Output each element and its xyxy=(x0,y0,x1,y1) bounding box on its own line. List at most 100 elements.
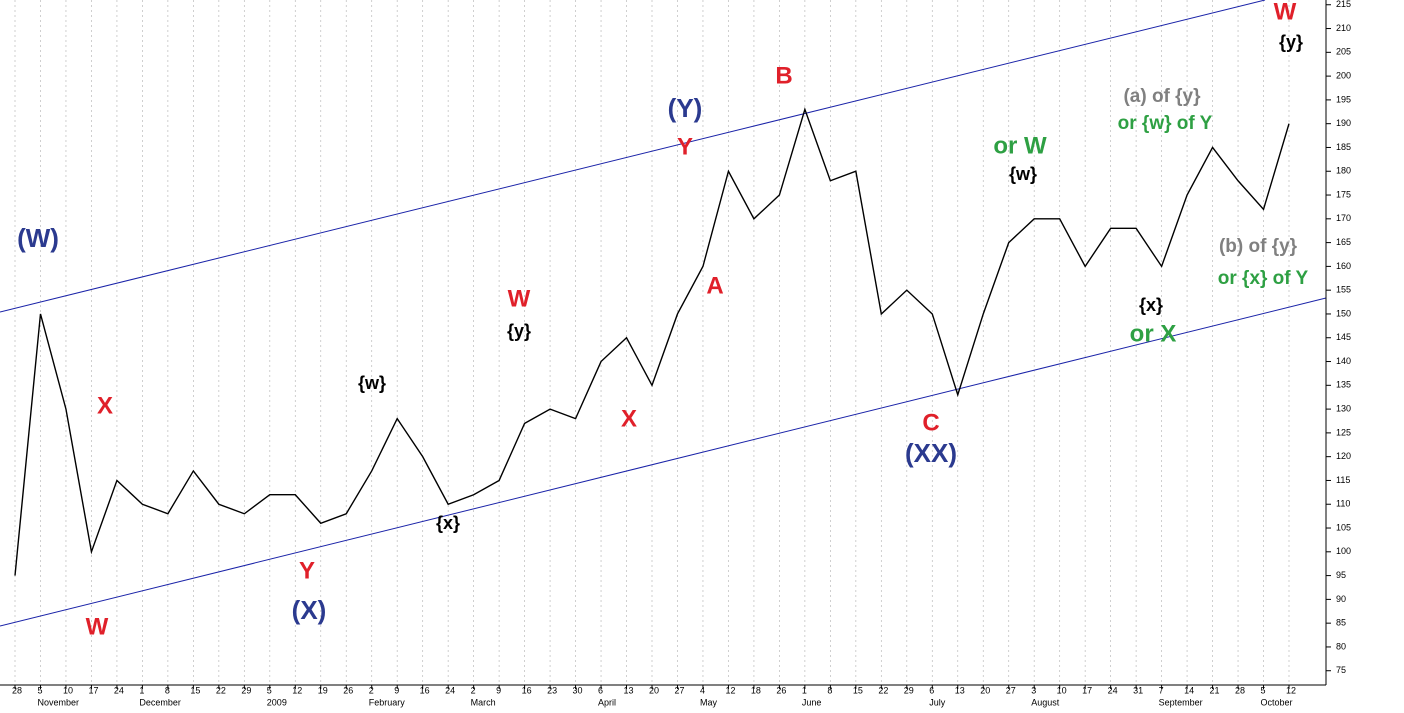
y-tick-label: 155 xyxy=(1336,285,1351,295)
x-tick-label: 1 xyxy=(802,685,807,695)
wave-label: Y xyxy=(677,133,693,160)
x-tick-label: 6 xyxy=(598,685,603,695)
x-tick-label: 13 xyxy=(955,685,965,695)
wave-label: X xyxy=(621,405,637,432)
x-tick-label: 12 xyxy=(725,685,735,695)
y-tick-label: 185 xyxy=(1336,142,1351,152)
x-tick-label: 2 xyxy=(471,685,476,695)
x-tick-label: 31 xyxy=(1133,685,1143,695)
x-tick-label: 24 xyxy=(445,685,455,695)
x-tick-label: 29 xyxy=(241,685,251,695)
wave-label: {w} xyxy=(1009,164,1037,184)
x-tick-label: 17 xyxy=(1082,685,1092,695)
price-line xyxy=(14,107,1290,576)
wave-label: (W) xyxy=(17,223,59,253)
wave-label: or W xyxy=(993,132,1047,159)
x-tick-label: 20 xyxy=(649,685,659,695)
y-tick-label: 205 xyxy=(1336,47,1351,57)
x-tick-label: 26 xyxy=(776,685,786,695)
wave-label: (XX) xyxy=(905,438,957,468)
y-tick-label: 80 xyxy=(1336,641,1346,651)
wave-label: W xyxy=(508,285,531,312)
x-tick-label: 17 xyxy=(88,685,98,695)
y-tick-label: 150 xyxy=(1336,308,1351,318)
wave-label: W xyxy=(86,613,109,640)
x-tick-label: 10 xyxy=(1057,685,1067,695)
month-label: 2009 xyxy=(267,697,287,707)
y-tick-label: 110 xyxy=(1336,499,1350,509)
month-label: June xyxy=(802,697,822,707)
x-tick-label: 19 xyxy=(318,685,328,695)
x-tick-label: 6 xyxy=(929,685,934,695)
x-tick-label: 7 xyxy=(1159,685,1164,695)
month-label: August xyxy=(1031,697,1060,707)
y-tick-label: 165 xyxy=(1336,237,1351,247)
x-tick-label: 12 xyxy=(1286,685,1296,695)
x-tick-label: 16 xyxy=(522,685,532,695)
x-tick-label: 8 xyxy=(827,685,832,695)
x-tick-label: 12 xyxy=(292,685,302,695)
wave-label: or {x} of Y xyxy=(1218,268,1309,289)
x-tick-label: 27 xyxy=(674,685,684,695)
month-label: July xyxy=(929,697,946,707)
month-label: November xyxy=(37,697,79,707)
wave-label: (b) of {y} xyxy=(1219,236,1298,257)
wave-label: B xyxy=(775,62,792,89)
wave-label: {x} xyxy=(1139,295,1163,315)
x-tick-label: 1 xyxy=(139,685,144,695)
wave-label: {y} xyxy=(507,321,531,341)
x-tick-label: 10 xyxy=(63,685,73,695)
y-tick-label: 170 xyxy=(1336,213,1351,223)
x-tick-label: 26 xyxy=(343,685,353,695)
x-tick-label: 9 xyxy=(394,685,399,695)
lower-channel xyxy=(0,297,1327,627)
y-tick-label: 85 xyxy=(1336,618,1346,628)
y-tick-label: 160 xyxy=(1336,261,1351,271)
y-tick-label: 75 xyxy=(1336,665,1346,675)
wave-label: A xyxy=(706,272,723,299)
x-tick-label: 3 xyxy=(1031,685,1036,695)
month-label: April xyxy=(598,697,616,707)
month-label: December xyxy=(139,697,181,707)
y-tick-label: 190 xyxy=(1336,118,1351,128)
wave-label: (Y) xyxy=(668,93,703,123)
wave-label: W xyxy=(1274,0,1297,25)
x-tick-label: 2 xyxy=(369,685,374,695)
x-tick-label: 23 xyxy=(547,685,557,695)
month-label: September xyxy=(1159,697,1203,707)
y-tick-label: 215 xyxy=(1336,0,1351,9)
x-tick-label: 4 xyxy=(700,685,705,695)
y-tick-label: 120 xyxy=(1336,451,1351,461)
y-tick-label: 130 xyxy=(1336,403,1351,413)
y-tick-label: 100 xyxy=(1336,546,1351,556)
x-tick-label: 22 xyxy=(878,685,888,695)
wave-label: or {w} of Y xyxy=(1118,113,1213,134)
x-tick-label: 5 xyxy=(1261,685,1266,695)
month-label: February xyxy=(369,697,406,707)
y-tick-label: 180 xyxy=(1336,166,1351,176)
y-tick-label: 175 xyxy=(1336,189,1351,199)
wave-label: C xyxy=(922,409,939,436)
x-tick-label: 29 xyxy=(904,685,914,695)
wave-label: X xyxy=(97,392,113,419)
x-tick-label: 5 xyxy=(267,685,272,695)
month-label: March xyxy=(471,697,496,707)
wave-label: or X xyxy=(1130,320,1177,347)
y-tick-label: 135 xyxy=(1336,380,1351,390)
month-label: October xyxy=(1261,697,1293,707)
x-tick-label: 5 xyxy=(37,685,42,695)
x-tick-label: 28 xyxy=(1235,685,1245,695)
x-tick-label: 28 xyxy=(12,685,22,695)
upper-channel xyxy=(0,0,1266,313)
wave-label: {x} xyxy=(436,513,460,533)
y-tick-label: 105 xyxy=(1336,522,1351,532)
x-tick-label: 20 xyxy=(980,685,990,695)
y-tick-label: 200 xyxy=(1336,70,1351,80)
y-tick-label: 145 xyxy=(1336,332,1351,342)
x-tick-label: 16 xyxy=(420,685,430,695)
wave-label: Y xyxy=(299,557,315,584)
y-tick-label: 210 xyxy=(1336,23,1351,33)
x-tick-label: 24 xyxy=(114,685,124,695)
x-tick-label: 15 xyxy=(853,685,863,695)
